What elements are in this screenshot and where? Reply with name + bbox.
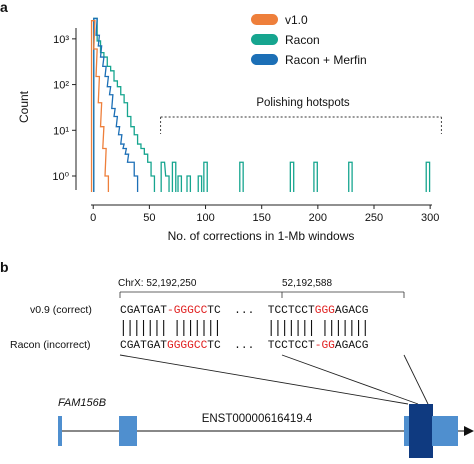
series-step xyxy=(177,175,183,192)
exon-3 xyxy=(404,416,410,446)
series-step xyxy=(348,161,353,192)
exon-4-highlighted xyxy=(409,404,433,458)
series-step xyxy=(186,175,192,192)
strand-arrow-icon xyxy=(464,426,474,436)
row2-label: Racon (incorrect) xyxy=(10,339,91,351)
seq-correct-segment: GGG xyxy=(315,305,335,317)
series-step xyxy=(93,17,156,192)
y-tick-label: 10¹ xyxy=(53,125,69,137)
seq-correct-segment: AGACG xyxy=(335,305,369,317)
row1-label: v0.9 (correct) xyxy=(30,304,92,316)
gene-name: FAM156B xyxy=(58,397,106,409)
series-step xyxy=(197,175,203,192)
series-step xyxy=(203,161,208,192)
x-tick-label: 0 xyxy=(90,212,96,224)
legend-item: Racon xyxy=(251,33,320,47)
seq-incorrect-segment: AGACG xyxy=(335,340,369,352)
seq-incorrect-segment: -GG xyxy=(315,340,335,352)
seq-correct-segment: -GGGCC xyxy=(167,305,208,317)
hotspot-bracket xyxy=(160,116,442,134)
seq-incorrect-segment: TCCTCCT xyxy=(268,340,315,352)
y-tick-label: 10⁰ xyxy=(52,171,69,183)
x-tick-label: 100 xyxy=(196,212,214,224)
series-step xyxy=(313,161,318,192)
series-racon xyxy=(93,17,431,192)
alignment-match-bars xyxy=(122,320,366,336)
series-step xyxy=(160,161,170,192)
series-step xyxy=(289,161,295,192)
seq-correct-segment: ... xyxy=(221,305,268,317)
y-tick-label: 10³ xyxy=(53,34,69,46)
exon-2 xyxy=(119,416,137,446)
exon-5 xyxy=(432,416,458,446)
exon-1 xyxy=(58,416,62,446)
series-v1-0 xyxy=(90,20,110,192)
zoom-line-right xyxy=(403,354,429,405)
y-axis-label: Count xyxy=(17,90,31,123)
hotspot-label: Polishing hotspots xyxy=(256,97,350,109)
seq-correct-segment: TCCTCCT xyxy=(268,305,315,317)
x-tick-label: 300 xyxy=(421,212,439,224)
panel-a-label: a xyxy=(0,0,8,15)
coord-right-label: 52,192,588 xyxy=(282,278,332,289)
legend-item: Racon + Merfin xyxy=(251,53,367,67)
seq-incorrect-segment: TC xyxy=(207,340,221,352)
series-step xyxy=(425,161,431,192)
y-ticks: 10⁰ 10¹ 10² 10³ xyxy=(52,34,76,183)
series-group xyxy=(90,17,431,192)
x-tick-label: 200 xyxy=(309,212,327,224)
y-tick-label: 10² xyxy=(53,80,69,92)
legend-swatch xyxy=(251,34,278,45)
legend-label: v1.0 xyxy=(285,13,308,27)
legend: v1.0 Racon Racon + Merfin xyxy=(251,13,367,67)
seq-incorrect-segment: ... xyxy=(221,340,268,352)
legend-swatch xyxy=(251,54,278,65)
seq-incorrect-segment: CGATGAT xyxy=(120,340,167,352)
legend-label: Racon xyxy=(285,33,320,47)
series-step xyxy=(93,17,139,192)
x-tick-label: 150 xyxy=(253,212,271,224)
x-tick-label: 250 xyxy=(365,212,383,224)
legend-label: Racon + Merfin xyxy=(285,53,367,67)
panel-b-label: b xyxy=(0,259,9,275)
series-step xyxy=(239,161,244,192)
seq-correct-segment: TC xyxy=(207,305,221,317)
x-tick-label: 50 xyxy=(143,212,155,224)
zoom-line-left xyxy=(119,354,409,405)
legend-item: v1.0 xyxy=(251,13,308,27)
sequence-correct: CGATGAT-GGGCCTC ... TCCTCCTGGGAGACG xyxy=(120,305,369,317)
series-step xyxy=(90,20,110,192)
coord-left-label: ChrX: 52,192,250 xyxy=(118,278,197,289)
sequence-incorrect: CGATGATGGGGCCTC ... TCCTCCT-GGAGACG xyxy=(120,340,369,352)
seq-correct-segment: CGATGAT xyxy=(120,305,167,317)
seq-incorrect-segment: GGGGCC xyxy=(167,340,208,352)
x-axis-label: No. of corrections in 1-Mb windows xyxy=(168,229,355,243)
series-racon-merfin xyxy=(93,17,139,192)
legend-swatch xyxy=(251,14,278,25)
zoom-line-mid xyxy=(281,354,419,405)
transcript-label: ENST00000616419.4 xyxy=(202,413,313,425)
series-step xyxy=(171,161,177,192)
x-ticks: 0 50 100 150 200 250 300 xyxy=(90,205,439,224)
